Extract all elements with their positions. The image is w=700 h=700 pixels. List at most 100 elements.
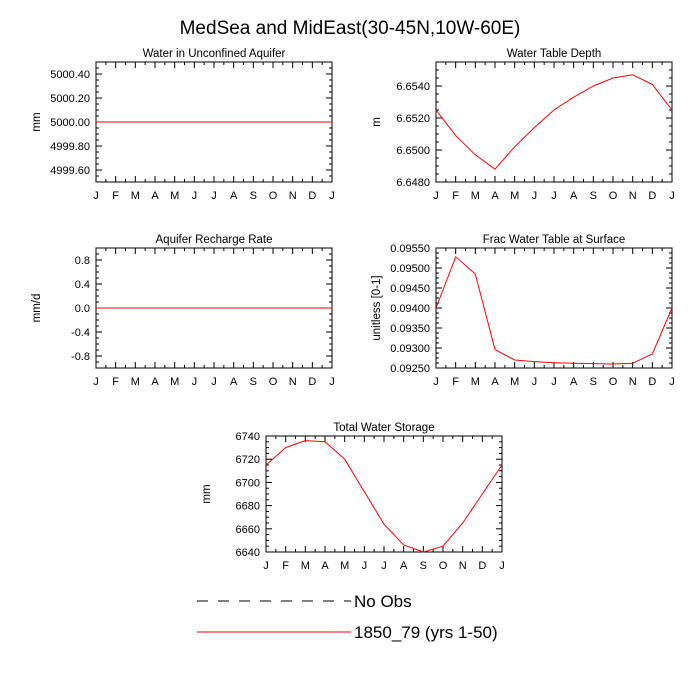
plot-frame [435, 247, 673, 369]
x-tick-label: A [570, 376, 578, 388]
plot-frame [265, 435, 503, 553]
x-tick-label: J [433, 190, 439, 202]
y-tick-label: 6.6540 [396, 81, 430, 93]
x-tick-label: M [131, 376, 140, 388]
y-tick-label: 0.09250 [390, 363, 430, 375]
y-tick-label: 5000.20 [50, 93, 90, 105]
series-line [265, 440, 503, 553]
x-tick-label: J [433, 376, 439, 388]
x-tick-label: J [551, 190, 557, 202]
y-axis-label: mm [31, 112, 43, 131]
x-tick-label: F [112, 190, 119, 202]
x-tick-label: D [308, 190, 316, 202]
x-tick-label: J [669, 376, 675, 388]
plot-frame [435, 61, 673, 183]
y-tick-label: 5000.00 [50, 117, 90, 129]
y-tick-label: -0.8 [71, 351, 90, 363]
x-tick-label: S [590, 190, 597, 202]
x-tick-label: D [648, 190, 656, 202]
x-tick-label: F [452, 190, 459, 202]
chart-title: Frac Water Table at Surface [483, 234, 626, 246]
y-axis-label: m [371, 117, 383, 127]
legend: No Obs 1850_79 (yrs 1-50) [197, 592, 498, 642]
x-tick-label: D [308, 376, 316, 388]
x-tick-label: M [301, 560, 310, 572]
x-tick-label: J [362, 560, 368, 572]
x-tick-label: J [532, 190, 538, 202]
x-tick-label: A [400, 560, 408, 572]
y-tick-label: 5000.40 [50, 69, 90, 81]
legend-label-no-obs: No Obs [354, 592, 412, 611]
x-tick-label: N [629, 376, 637, 388]
y-tick-label: 6680 [236, 501, 260, 513]
chart-title: Water Table Depth [507, 48, 602, 60]
x-tick-label: M [170, 376, 179, 388]
x-tick-label: A [321, 560, 329, 572]
x-tick-label: S [250, 190, 257, 202]
y-tick-label: 0.0 [75, 303, 90, 315]
series-line [435, 74, 673, 170]
y-tick-label: 6720 [236, 454, 260, 466]
x-tick-label: J [329, 190, 335, 202]
y-tick-label: 6660 [236, 524, 260, 536]
x-tick-label: O [609, 190, 618, 202]
y-axis-label: mm/d [31, 294, 43, 323]
series-line [435, 255, 673, 365]
x-tick-label: O [609, 376, 618, 388]
y-tick-label: 6.6480 [396, 177, 430, 189]
x-tick-label: J [211, 190, 217, 202]
x-tick-label: F [282, 560, 289, 572]
x-tick-label: O [269, 190, 278, 202]
x-tick-label: M [170, 190, 179, 202]
x-tick-label: J [669, 190, 675, 202]
x-tick-label: J [192, 376, 198, 388]
y-tick-label: 6700 [236, 477, 260, 489]
y-tick-label: -0.4 [71, 327, 90, 339]
x-tick-label: S [590, 376, 597, 388]
y-tick-label: 6640 [236, 547, 260, 559]
x-tick-label: A [491, 190, 499, 202]
y-tick-label: 0.09450 [390, 283, 430, 295]
y-tick-label: 6.6500 [396, 145, 430, 157]
chart-title: Total Water Storage [333, 422, 434, 434]
y-axis-label: mm [201, 484, 213, 503]
x-tick-label: J [211, 376, 217, 388]
x-tick-label: J [329, 376, 335, 388]
x-tick-label: F [452, 376, 459, 388]
x-tick-label: A [151, 376, 159, 388]
y-tick-label: 0.09550 [390, 243, 430, 255]
chart-title: Aquifer Recharge Rate [156, 234, 273, 246]
y-tick-label: 0.09350 [390, 323, 430, 335]
y-tick-label: 6740 [236, 431, 260, 443]
y-tick-label: 0.09500 [390, 263, 430, 275]
x-tick-label: D [648, 376, 656, 388]
x-tick-label: J [93, 190, 99, 202]
page-title: MedSea and MidEast(30-45N,10W-60E) [180, 18, 521, 39]
x-tick-label: J [381, 560, 387, 572]
x-tick-label: A [570, 190, 578, 202]
x-tick-label: J [551, 376, 557, 388]
x-tick-label: D [478, 560, 486, 572]
x-tick-label: M [510, 190, 519, 202]
x-tick-label: N [289, 190, 297, 202]
x-tick-label: M [131, 190, 140, 202]
x-tick-label: N [289, 376, 297, 388]
y-tick-label: 6.6520 [396, 113, 430, 125]
x-tick-label: J [499, 560, 505, 572]
x-tick-label: A [491, 376, 499, 388]
x-tick-label: M [510, 376, 519, 388]
x-tick-label: J [263, 560, 269, 572]
x-tick-label: A [151, 190, 159, 202]
x-tick-label: A [230, 190, 238, 202]
x-tick-label: M [471, 190, 480, 202]
x-tick-label: A [230, 376, 238, 388]
y-axis-label: unitless [0-1] [371, 275, 383, 340]
x-tick-label: O [439, 560, 448, 572]
x-tick-label: S [250, 376, 257, 388]
y-tick-label: 4999.60 [50, 165, 90, 177]
